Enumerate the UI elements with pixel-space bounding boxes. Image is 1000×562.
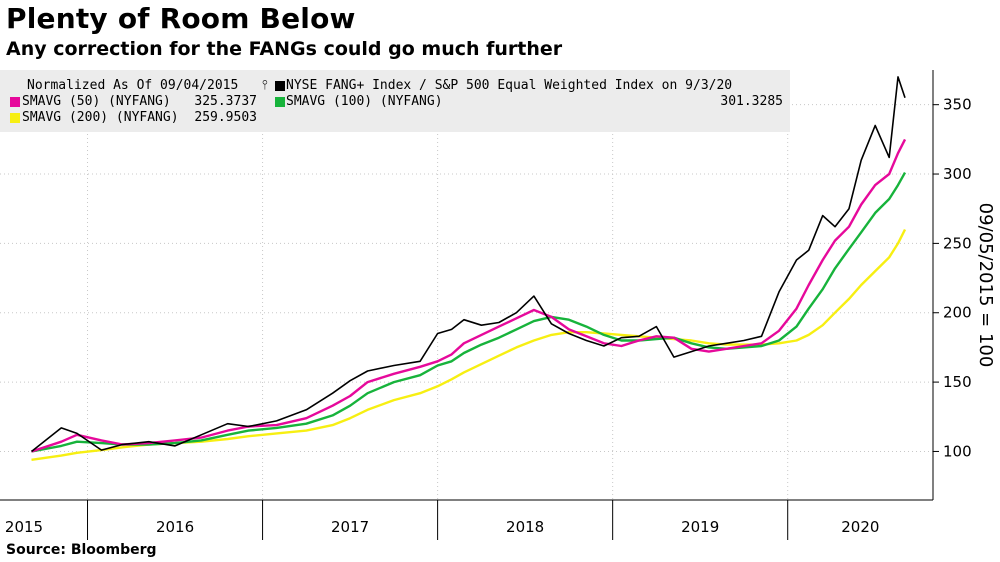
- source-note: Source: Bloomberg: [6, 542, 157, 558]
- series-line-2: [31, 172, 907, 453]
- legend-box: [0, 70, 790, 132]
- legend-header: Normalized As Of 09/04/2015: [27, 78, 238, 93]
- legend-label: SMAVG (100) (NYFANG): [286, 94, 443, 109]
- legend-pin-icon: ⫯: [262, 78, 268, 93]
- series-line-0: [31, 76, 906, 453]
- legend-label: NYSE FANG+ Index / S&P 500 Equal Weighte…: [286, 78, 732, 93]
- series-lines: [31, 76, 907, 461]
- y-tick-label: 350: [943, 96, 972, 114]
- legend-swatch: [275, 97, 285, 107]
- y-tick-label: 250: [943, 234, 972, 252]
- legend-swatch: [275, 81, 285, 91]
- x-year-label: 2017: [331, 518, 369, 536]
- x-year-label: 2015: [5, 518, 43, 536]
- chart-subtitle: Any correction for the FANGs could go mu…: [6, 38, 563, 60]
- chart-title: Plenty of Room Below: [6, 2, 356, 35]
- series-line-1: [31, 138, 907, 453]
- legend: Normalized As Of 09/04/2015 NYSE FANG+ In…: [0, 70, 790, 132]
- y-tick-label: 150: [943, 373, 972, 391]
- legend-value: 259.9503: [194, 110, 257, 125]
- x-year-label: 2019: [681, 518, 719, 536]
- legend-swatch: [10, 97, 20, 107]
- y-tick-label: 300: [943, 165, 972, 183]
- y-tick-label: 100: [943, 442, 972, 460]
- legend-label: SMAVG (50) (NYFANG): [22, 94, 171, 109]
- x-year-label: 2020: [841, 518, 879, 536]
- legend-swatch: [10, 113, 20, 123]
- axes: 100 150 200 250 300 350 2015 2016 2017 2018 2019 20…: [0, 70, 996, 540]
- x-year-label: 2016: [156, 518, 194, 536]
- y-axis-label: 09/05/2015 = 100: [975, 203, 996, 368]
- series-line-3: [31, 228, 907, 461]
- grid-lines: [0, 70, 933, 500]
- legend-label: SMAVG (200) (NYFANG): [22, 110, 179, 125]
- y-tick-label: 200: [943, 304, 972, 322]
- legend-value: 301.3285: [720, 94, 783, 109]
- legend-value: 325.3737: [194, 94, 257, 109]
- x-year-label: 2018: [506, 518, 544, 536]
